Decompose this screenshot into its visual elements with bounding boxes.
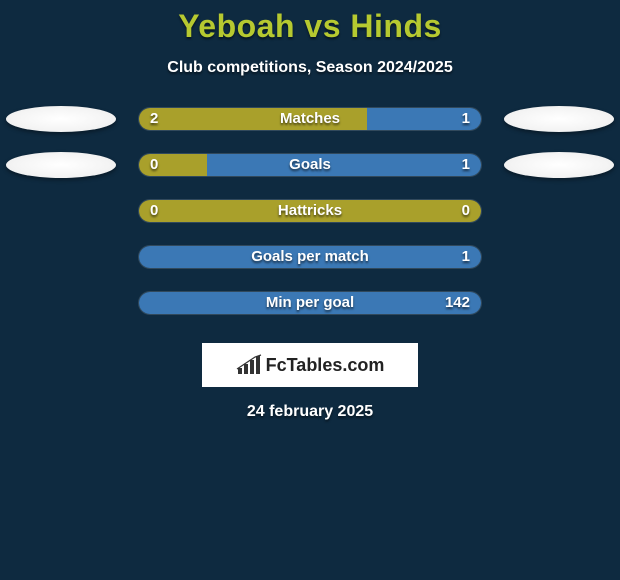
comparison-row: Goals per match1 xyxy=(0,245,620,291)
stat-value-right: 142 xyxy=(445,291,470,315)
bar-track xyxy=(138,245,482,269)
stat-value-right: 1 xyxy=(462,245,470,269)
site-logo[interactable]: FcTables.com xyxy=(202,343,418,387)
bar-track xyxy=(138,199,482,223)
stat-value-right: 1 xyxy=(462,107,470,131)
comparison-row: Goals01 xyxy=(0,153,620,199)
subtitle: Club competitions, Season 2024/2025 xyxy=(0,59,620,77)
bar-chart-icon xyxy=(236,354,262,376)
date-text: 24 february 2025 xyxy=(0,403,620,421)
bar-track xyxy=(138,291,482,315)
logo-text: FcTables.com xyxy=(266,355,385,376)
stat-value-right: 1 xyxy=(462,153,470,177)
comparison-row: Min per goal142 xyxy=(0,291,620,337)
page-title: Yeboah vs Hinds xyxy=(0,0,620,45)
bar-fill-left xyxy=(139,200,481,222)
bar-track xyxy=(138,153,482,177)
stat-value-left: 0 xyxy=(150,199,158,223)
bar-fill-right xyxy=(139,246,481,268)
player-left-marker xyxy=(6,152,116,178)
player-right-marker xyxy=(504,152,614,178)
comparison-rows: Matches21Goals01Hattricks00Goals per mat… xyxy=(0,107,620,337)
bar-fill-right xyxy=(139,292,481,314)
stat-value-left: 2 xyxy=(150,107,158,131)
comparison-row: Matches21 xyxy=(0,107,620,153)
player-left-marker xyxy=(6,106,116,132)
bar-fill-left xyxy=(139,108,367,130)
bar-fill-right xyxy=(207,154,481,176)
bar-track xyxy=(138,107,482,131)
comparison-row: Hattricks00 xyxy=(0,199,620,245)
stat-value-right: 0 xyxy=(462,199,470,223)
player-right-marker xyxy=(504,106,614,132)
stat-value-left: 0 xyxy=(150,153,158,177)
